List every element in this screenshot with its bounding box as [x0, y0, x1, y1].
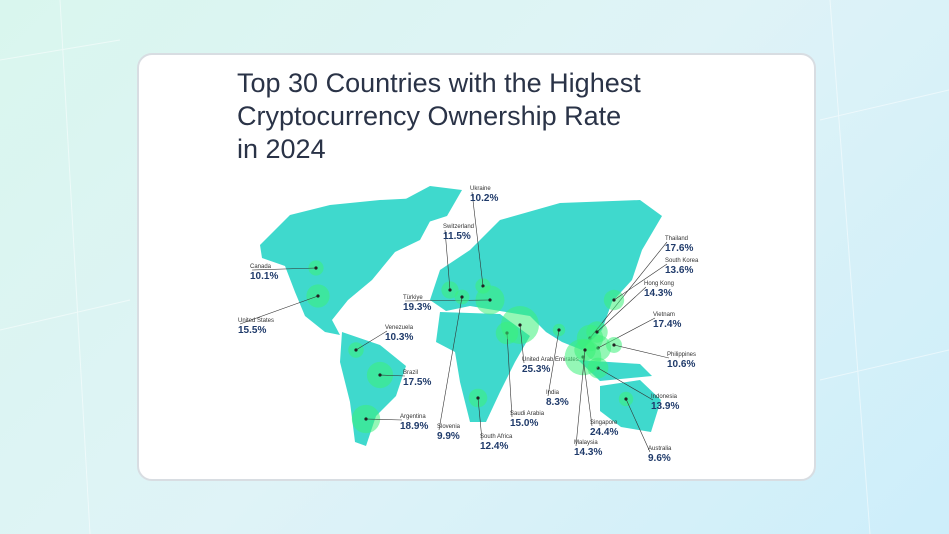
leader-line: [444, 229, 451, 291]
country-name: United States: [238, 318, 274, 324]
dot: [518, 323, 522, 327]
leader-line: [477, 397, 483, 441]
dot: [612, 298, 616, 302]
country-name: Ukraine: [470, 186, 491, 192]
dot: [354, 348, 358, 352]
country-value: 11.5%: [443, 231, 471, 242]
country-value: 25.3%: [522, 364, 550, 375]
leader-line: [355, 330, 388, 351]
country-name: South Korea: [665, 258, 699, 264]
country-value: 12.4%: [480, 441, 508, 452]
leader-line: [547, 329, 560, 397]
country-name: Türkiye: [403, 295, 423, 301]
country-name: Hong Kong: [644, 281, 674, 287]
dot: [448, 288, 452, 292]
country-value: 10.3%: [385, 332, 413, 343]
leader-line: [251, 267, 317, 271]
country-value: 15.0%: [510, 418, 538, 429]
leader-line: [519, 324, 525, 364]
leader-line: [597, 367, 654, 401]
country-name: Switzerland: [443, 224, 474, 230]
country-value: 14.3%: [574, 447, 602, 458]
country-value: 17.5%: [403, 377, 431, 388]
country-value: 9.9%: [437, 431, 460, 442]
country-name: Venezuela: [385, 325, 414, 331]
country-name: Australia: [648, 446, 672, 452]
dot: [488, 298, 492, 302]
country-name: Thailand: [665, 236, 688, 242]
dot: [612, 343, 616, 347]
title-line: Cryptocurrency Ownership Rate: [237, 101, 621, 131]
country-name: India: [546, 390, 560, 396]
title-line: in 2024: [237, 134, 326, 164]
leader-line: [613, 263, 668, 301]
country-value: 10.6%: [667, 359, 695, 370]
country-value: 17.6%: [665, 243, 693, 254]
world-map: [260, 186, 662, 446]
leader-line: [506, 332, 513, 418]
dot: [460, 295, 464, 299]
dot: [583, 348, 587, 352]
dot: [624, 397, 628, 401]
leader-line: [575, 349, 586, 447]
dot: [595, 330, 599, 334]
country-name: Vietnam: [653, 312, 675, 318]
dot: [316, 294, 320, 298]
country-value: 18.9%: [400, 421, 428, 432]
country-name: South Africa: [480, 434, 513, 440]
leader-line: [596, 286, 647, 333]
country-name: Malaysia: [574, 440, 598, 446]
dot: [314, 266, 318, 270]
country-value: 14.3%: [644, 288, 672, 299]
country-name: Philippines: [667, 352, 696, 358]
country-value: 15.5%: [238, 325, 266, 336]
country-value: 13.6%: [665, 265, 693, 276]
dot: [364, 417, 368, 421]
dot: [476, 396, 480, 400]
country-name: Brazil: [403, 370, 418, 376]
country-name: Argentina: [400, 414, 426, 420]
leader-line: [613, 344, 670, 359]
country-name: Slovenia: [437, 424, 461, 430]
leader-line: [625, 398, 651, 453]
country-value: 13.9%: [651, 401, 679, 412]
country-name: Saudi Arabia: [510, 411, 545, 417]
leader-line: [239, 295, 319, 325]
leader-line: [471, 191, 484, 287]
leader-line: [365, 418, 403, 421]
dot: [378, 373, 382, 377]
leader-line: [582, 356, 593, 427]
country-name: Canada: [250, 264, 272, 270]
dot: [557, 328, 561, 332]
leader-line: [379, 374, 406, 377]
country-value: 10.2%: [470, 193, 498, 204]
country-value: 17.4%: [653, 319, 681, 330]
country-name: United Arab Emirates: [522, 357, 579, 363]
country-value: 10.1%: [250, 271, 278, 282]
country-value: 24.4%: [590, 427, 618, 438]
title-line: Top 30 Countries with the Highest: [237, 68, 641, 98]
country-value: 19.3%: [403, 302, 431, 313]
dot: [481, 284, 485, 288]
leader-line: [438, 296, 463, 431]
country-name: Indonesia: [651, 394, 678, 400]
country-name: Singapore: [590, 420, 618, 426]
leader-line: [404, 299, 491, 302]
country-value: 9.6%: [648, 453, 671, 464]
country-value: 8.3%: [546, 397, 569, 408]
